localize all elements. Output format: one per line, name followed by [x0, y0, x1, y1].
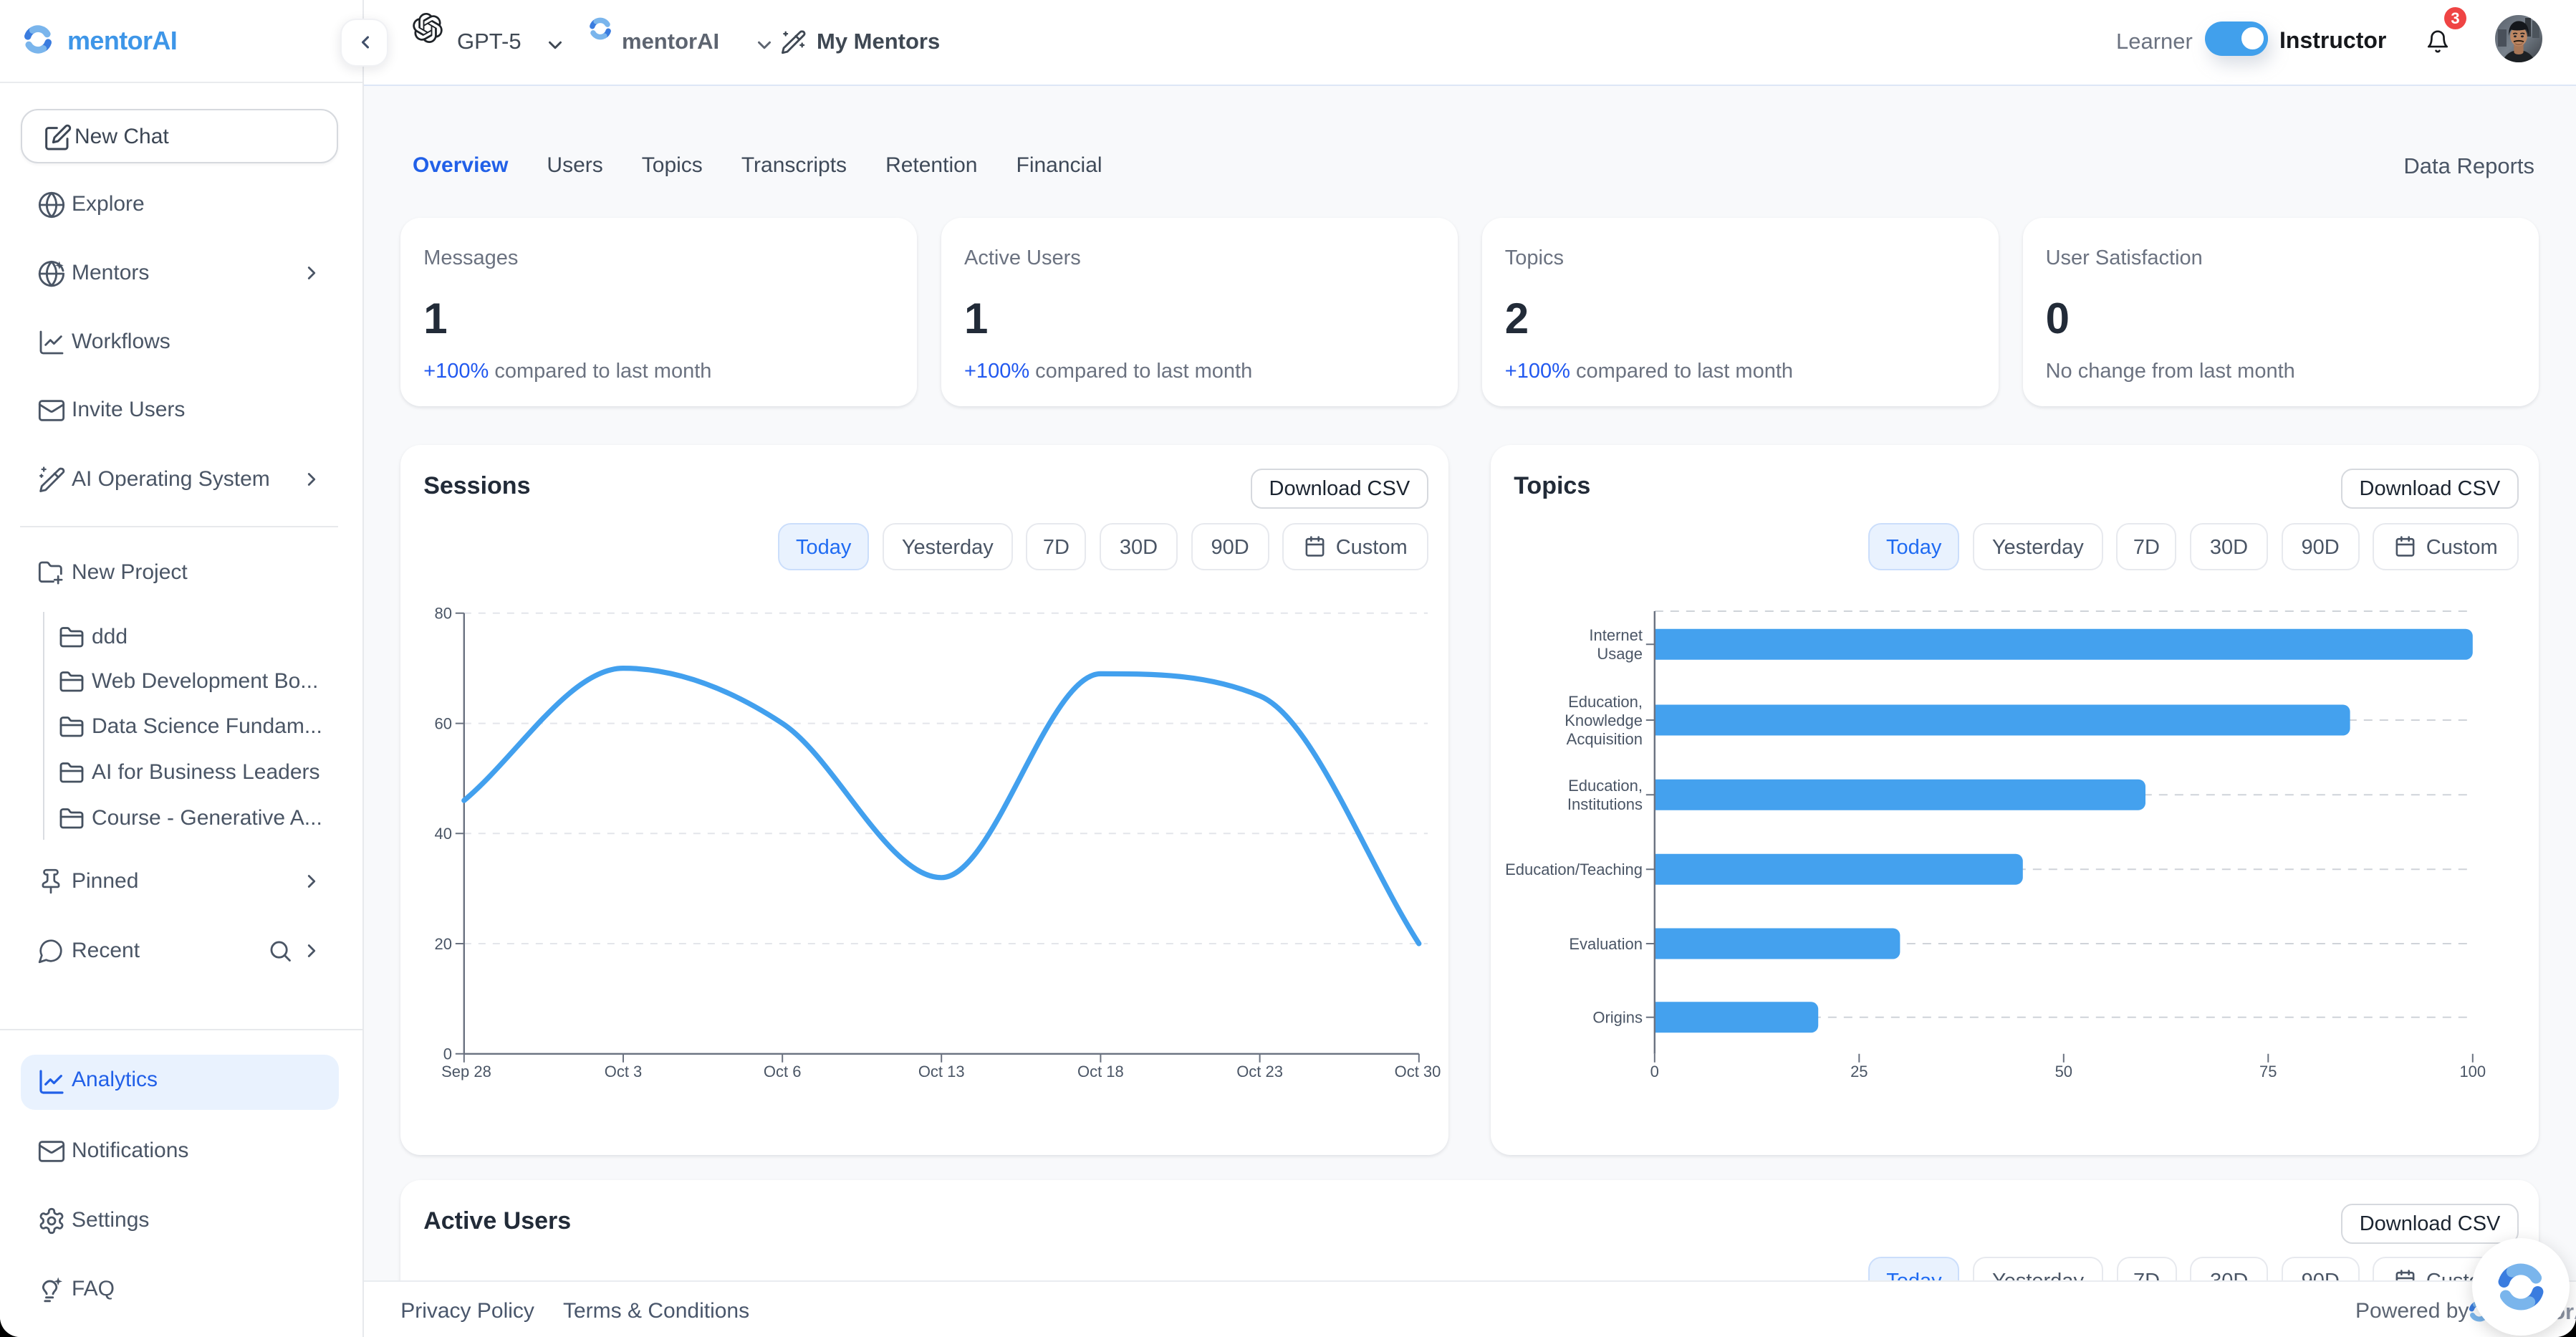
svg-text:40: 40: [435, 825, 452, 843]
svg-text:Oct 30: Oct 30: [1395, 1063, 1441, 1080]
svg-text:60: 60: [435, 715, 452, 733]
svg-text:Acquisition: Acquisition: [1567, 730, 1643, 748]
svg-text:Usage: Usage: [1597, 645, 1643, 663]
svg-text:75: 75: [2259, 1063, 2277, 1080]
svg-text:50: 50: [2055, 1063, 2072, 1080]
svg-text:Oct 13: Oct 13: [918, 1063, 965, 1080]
svg-text:Education,: Education,: [1568, 693, 1643, 711]
svg-text:Oct 23: Oct 23: [1236, 1063, 1283, 1080]
svg-text:0: 0: [1650, 1063, 1659, 1080]
svg-text:Sep 28: Sep 28: [441, 1063, 491, 1080]
svg-text:Internet: Internet: [1590, 626, 1643, 644]
svg-text:Oct 18: Oct 18: [1077, 1063, 1124, 1080]
svg-text:Origins: Origins: [1593, 1009, 1643, 1027]
svg-text:Education/Teaching: Education/Teaching: [1505, 861, 1643, 878]
svg-text:Evaluation: Evaluation: [1570, 935, 1643, 953]
svg-text:Knowledge: Knowledge: [1565, 711, 1643, 729]
svg-text:20: 20: [435, 935, 452, 953]
svg-text:0: 0: [443, 1045, 452, 1063]
svg-text:Education,: Education,: [1568, 777, 1643, 795]
svg-text:Institutions: Institutions: [1567, 795, 1643, 813]
svg-text:Oct 6: Oct 6: [764, 1063, 802, 1080]
svg-text:80: 80: [435, 605, 452, 623]
svg-text:Oct 3: Oct 3: [605, 1063, 643, 1080]
svg-text:25: 25: [1850, 1063, 1868, 1080]
svg-text:100: 100: [2460, 1063, 2486, 1080]
